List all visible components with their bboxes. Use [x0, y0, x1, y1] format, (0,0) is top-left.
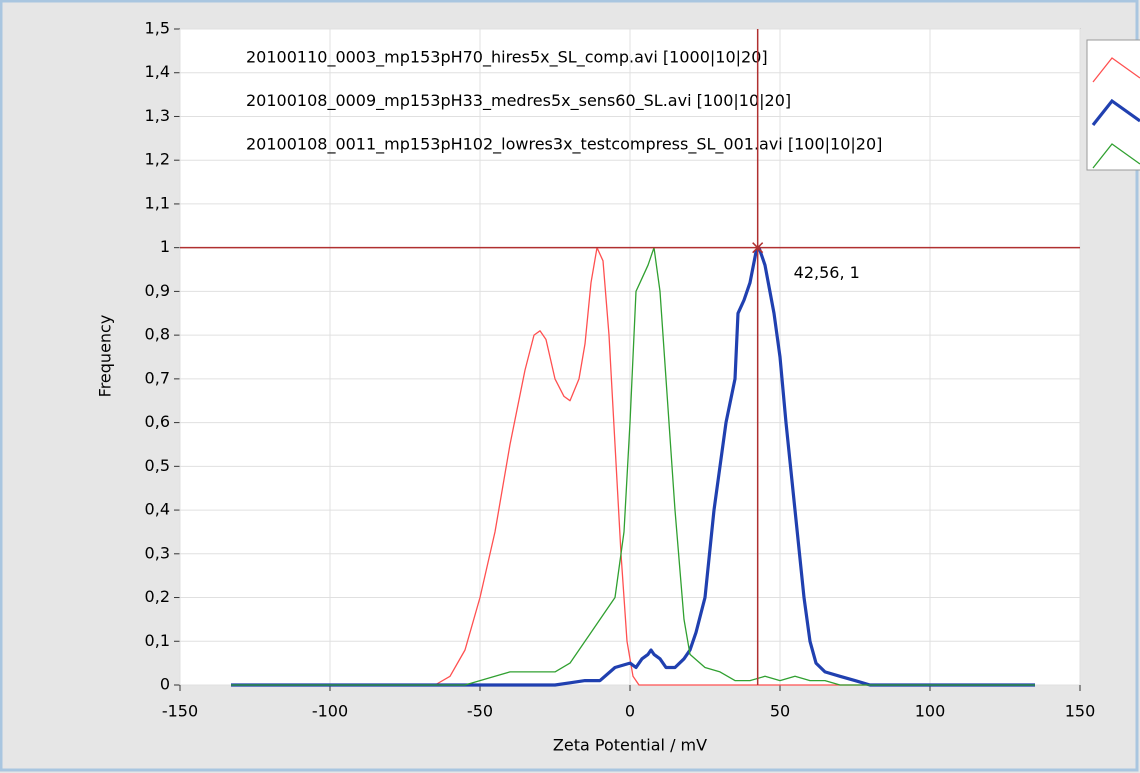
y-tick-label: 1,1	[145, 193, 170, 212]
y-tick-label: 0,6	[145, 412, 170, 431]
x-tick-label: 150	[1065, 702, 1096, 721]
y-tick-label: 1,2	[145, 150, 170, 169]
x-axis-title: Zeta Potential / mV	[553, 736, 707, 755]
x-tick-label: 50	[770, 702, 790, 721]
series-line	[231, 246, 1035, 687]
y-tick-label: 0,3	[145, 543, 170, 562]
legend-swatch	[1092, 57, 1140, 83]
x-tick-label: 0	[625, 702, 635, 721]
y-tick-label: 1,4	[145, 62, 170, 81]
x-tick-label: 100	[915, 702, 946, 721]
series-line	[231, 247, 1035, 686]
y-tick-label: 0	[160, 675, 170, 694]
x-tick-label: -150	[162, 702, 198, 721]
series-name: 20100108_0009_mp153pH33_medres5x_sens60_…	[246, 91, 791, 111]
series-name: 20100110_0003_mp153pH70_hires5x_SL_comp.…	[246, 48, 768, 68]
y-tick-label: 1,3	[145, 106, 170, 125]
cursor-label: 42,56, 1	[794, 263, 860, 282]
y-tick-label: 1,5	[145, 19, 170, 38]
x-tick-label: -100	[312, 702, 348, 721]
legend	[1086, 39, 1140, 171]
y-axis-title: Frequency	[96, 315, 115, 398]
cursor-point	[752, 242, 764, 254]
y-tick-label: 0,5	[145, 456, 170, 475]
y-tick-label: 0,1	[145, 631, 170, 650]
y-tick-label: 0,2	[145, 587, 170, 606]
y-tick-label: 0,8	[145, 325, 170, 344]
series-name: 20100108_0011_mp153pH102_lowres3x_testco…	[246, 135, 882, 155]
y-tick-label: 0,7	[145, 368, 170, 387]
legend-swatch	[1091, 98, 1140, 126]
y-tick-label: 0,9	[145, 281, 170, 300]
y-tick-label: 0,4	[145, 500, 170, 519]
x-tick-label: -50	[467, 702, 493, 721]
y-tick-label: 1	[160, 237, 170, 256]
legend-swatch	[1092, 143, 1140, 169]
